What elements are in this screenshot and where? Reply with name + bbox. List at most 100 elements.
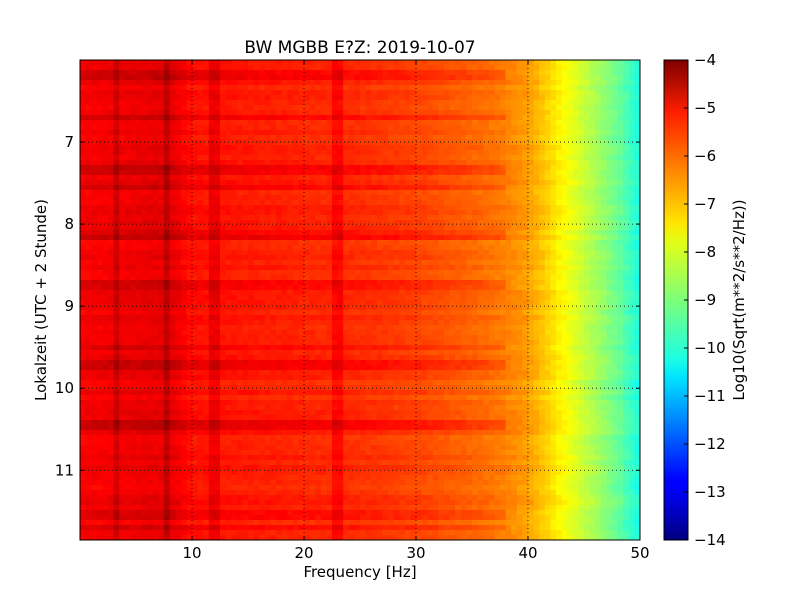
heatmap-cell bbox=[337, 200, 344, 206]
heatmap-cell bbox=[343, 275, 350, 281]
heatmap-cell bbox=[500, 70, 507, 76]
heatmap-cell bbox=[634, 285, 640, 291]
heatmap-cell bbox=[382, 230, 389, 236]
heatmap-cell bbox=[113, 280, 120, 286]
heatmap-cell bbox=[371, 125, 378, 131]
heatmap-cell bbox=[343, 260, 350, 266]
heatmap-cell bbox=[236, 225, 243, 231]
heatmap-cell bbox=[203, 210, 210, 216]
heatmap-cell bbox=[432, 250, 439, 256]
heatmap-cell bbox=[203, 260, 210, 266]
heatmap-cell bbox=[236, 210, 243, 216]
heatmap-cell bbox=[595, 200, 602, 206]
heatmap-cell bbox=[242, 90, 249, 96]
heatmap-cell bbox=[617, 120, 624, 126]
heatmap-cell bbox=[180, 125, 187, 131]
heatmap-cell bbox=[158, 240, 165, 246]
heatmap-cell bbox=[130, 220, 137, 226]
heatmap-cell bbox=[315, 175, 322, 181]
heatmap-cell bbox=[533, 80, 540, 86]
heatmap-cell bbox=[612, 210, 619, 216]
heatmap-cell bbox=[231, 150, 238, 156]
heatmap-cell bbox=[320, 160, 327, 166]
heatmap-cell bbox=[169, 105, 176, 111]
heatmap-cell bbox=[141, 65, 148, 71]
heatmap-cell bbox=[337, 130, 344, 136]
heatmap-cell bbox=[320, 175, 327, 181]
heatmap-cell bbox=[309, 300, 316, 306]
heatmap-cell bbox=[354, 235, 361, 241]
heatmap-cell bbox=[634, 235, 640, 241]
heatmap-cell bbox=[438, 240, 445, 246]
heatmap-cell bbox=[628, 115, 635, 121]
heatmap-cell bbox=[326, 140, 333, 146]
heatmap-cell bbox=[589, 220, 596, 226]
heatmap-cell bbox=[427, 125, 434, 131]
heatmap-cell bbox=[404, 185, 411, 191]
heatmap-cell bbox=[91, 65, 98, 71]
heatmap-cell bbox=[225, 190, 232, 196]
heatmap-cell bbox=[539, 290, 546, 296]
heatmap-cell bbox=[584, 265, 591, 271]
heatmap-cell bbox=[455, 125, 462, 131]
heatmap-cell bbox=[214, 160, 221, 166]
heatmap-cell bbox=[197, 100, 204, 106]
heatmap-cell bbox=[292, 140, 299, 146]
heatmap-cell bbox=[220, 160, 227, 166]
heatmap-cell bbox=[164, 285, 171, 291]
heatmap-cell bbox=[102, 140, 109, 146]
heatmap-cell bbox=[152, 170, 159, 176]
heatmap-cell bbox=[203, 255, 210, 261]
heatmap-cell bbox=[236, 115, 243, 121]
heatmap-cell bbox=[600, 120, 607, 126]
heatmap-cell bbox=[102, 105, 109, 111]
heatmap-cell bbox=[348, 115, 355, 121]
heatmap-cell bbox=[584, 180, 591, 186]
heatmap-cell bbox=[248, 135, 255, 141]
heatmap-cell bbox=[595, 95, 602, 101]
heatmap-cell bbox=[466, 185, 473, 191]
heatmap-cell bbox=[80, 150, 87, 156]
heatmap-cell bbox=[528, 260, 535, 266]
heatmap-cell bbox=[550, 185, 557, 191]
heatmap-cell bbox=[158, 295, 165, 301]
heatmap-cell bbox=[628, 240, 635, 246]
heatmap-cell bbox=[516, 135, 523, 141]
heatmap-cell bbox=[404, 245, 411, 251]
heatmap-cell bbox=[169, 295, 176, 301]
heatmap-cell bbox=[304, 205, 311, 211]
heatmap-cell bbox=[472, 285, 479, 291]
heatmap-cell bbox=[192, 290, 199, 296]
heatmap-cell bbox=[343, 285, 350, 291]
heatmap-cell bbox=[360, 65, 367, 71]
heatmap-cell bbox=[371, 165, 378, 171]
heatmap-cell bbox=[102, 175, 109, 181]
heatmap-cell bbox=[298, 290, 305, 296]
heatmap-cell bbox=[438, 260, 445, 266]
heatmap-cell bbox=[438, 275, 445, 281]
heatmap-cell bbox=[360, 70, 367, 76]
heatmap-cell bbox=[550, 285, 557, 291]
heatmap-cell bbox=[337, 120, 344, 126]
heatmap-cell bbox=[466, 265, 473, 271]
heatmap-cell bbox=[136, 125, 143, 131]
heatmap-cell bbox=[584, 95, 591, 101]
heatmap-cell bbox=[108, 260, 115, 266]
heatmap-cell bbox=[494, 210, 501, 216]
heatmap-cell bbox=[466, 135, 473, 141]
heatmap-cell bbox=[298, 230, 305, 236]
heatmap-cell bbox=[567, 205, 574, 211]
heatmap-cell bbox=[427, 235, 434, 241]
heatmap-cell bbox=[264, 190, 271, 196]
heatmap-cell bbox=[404, 225, 411, 231]
heatmap-cell bbox=[304, 230, 311, 236]
heatmap-cell bbox=[365, 295, 372, 301]
heatmap-cell bbox=[320, 180, 327, 186]
heatmap-cell bbox=[91, 200, 98, 206]
heatmap-cell bbox=[108, 215, 115, 221]
heatmap-cell bbox=[606, 155, 613, 161]
heatmap-cell bbox=[572, 300, 579, 306]
heatmap-cell bbox=[382, 290, 389, 296]
heatmap-cell bbox=[595, 165, 602, 171]
heatmap-cell bbox=[550, 160, 557, 166]
